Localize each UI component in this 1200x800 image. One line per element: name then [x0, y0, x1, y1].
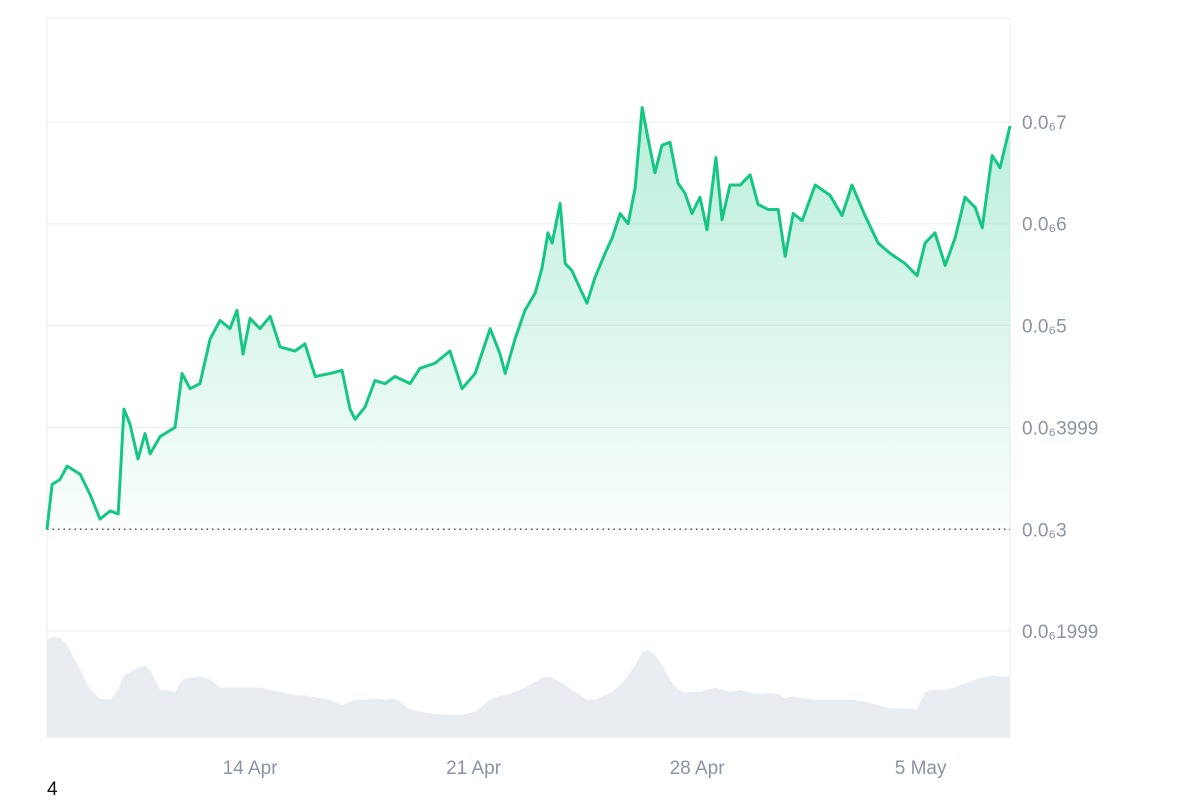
- y-tick-label: 0.0₆6: [1022, 215, 1067, 236]
- x-tick-label: 5 May: [895, 758, 947, 779]
- x-tick-label: 28 Apr: [670, 758, 726, 779]
- volume-area: [47, 636, 1010, 737]
- x-tick-label: 21 Apr: [446, 758, 502, 779]
- y-tick-label: 0.0₆5: [1022, 317, 1067, 338]
- price-area: [47, 107, 1010, 530]
- y-tick-label: 0.0₆1999: [1022, 622, 1098, 643]
- y-tick-label: 0.0₆3: [1022, 520, 1067, 541]
- x-tick-label: 14 Apr: [223, 758, 279, 779]
- y-tick-label: 0.0₆7: [1022, 113, 1067, 134]
- y-tick-label: 0.0₆3999: [1022, 419, 1098, 440]
- footer-text: 4: [47, 779, 58, 800]
- price-line: [45, 106, 1012, 530]
